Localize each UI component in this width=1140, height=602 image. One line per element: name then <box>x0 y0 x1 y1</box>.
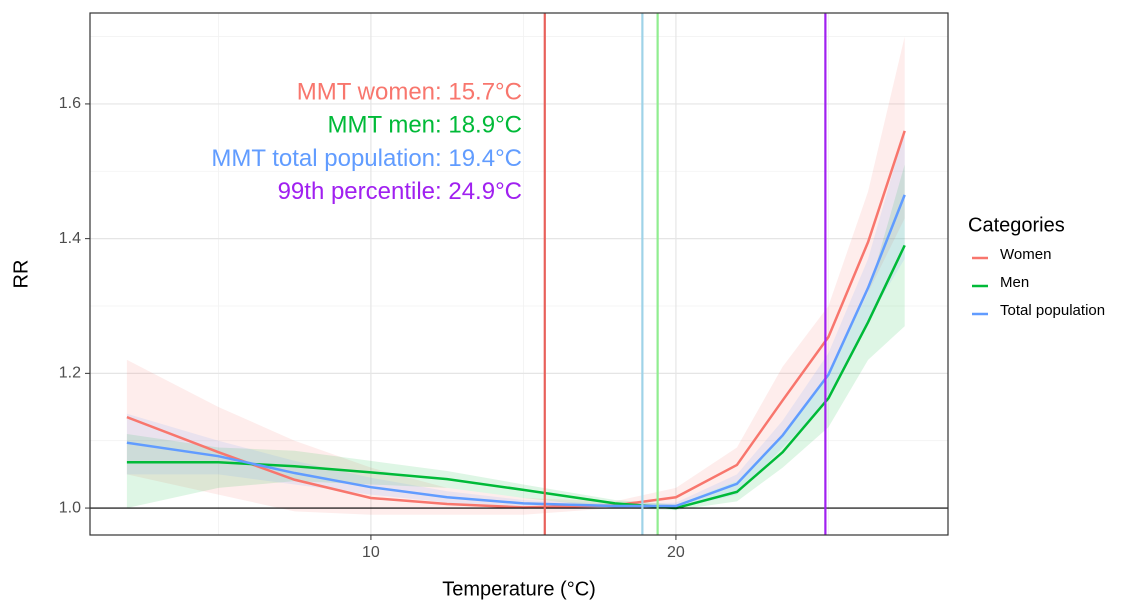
legend-label: Total population <box>1000 302 1105 319</box>
confidence-band <box>126 164 905 511</box>
plot-background <box>90 13 948 535</box>
x-tick-label: 10 <box>362 544 380 561</box>
y-tick-label: 1.4 <box>59 230 81 247</box>
annotation: MMT women: 15.7°C <box>297 78 522 105</box>
annotation: 99th percentile: 24.9°C <box>278 178 522 205</box>
y-tick-label: 1.6 <box>59 95 81 112</box>
confidence-band <box>126 36 905 515</box>
plot-border <box>89 12 949 536</box>
y-tick-label: 1.0 <box>59 499 81 516</box>
series-line <box>126 244 906 510</box>
legend-label: Women <box>1000 246 1051 263</box>
x-axis-title: Temperature (°C) <box>442 578 596 600</box>
annotation: MMT total population: 19.4°C <box>211 145 522 172</box>
legend-title: Categories <box>968 214 1065 236</box>
legend-label: Men <box>1000 274 1029 291</box>
series-line <box>126 194 906 508</box>
y-axis-title: RR <box>10 260 32 289</box>
y-tick-label: 1.2 <box>59 365 81 382</box>
annotation: MMT men: 18.9°C <box>327 112 522 139</box>
confidence-band <box>126 130 905 509</box>
x-tick-label: 20 <box>667 544 685 561</box>
